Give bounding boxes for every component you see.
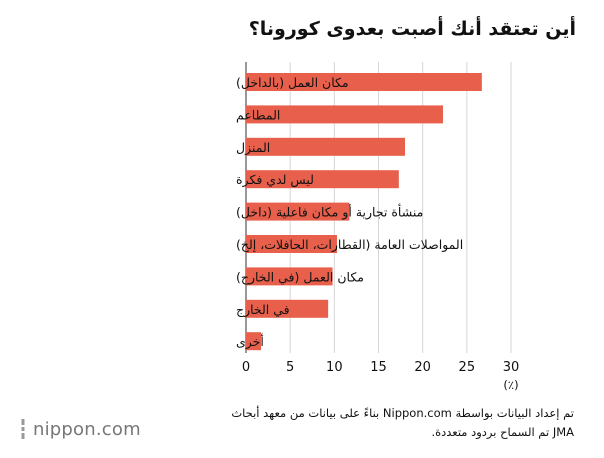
category-label: في الخارج [236,302,290,318]
nippon-logo[interactable]: nippon .com [18,418,141,440]
category-label: المنزل [236,140,270,156]
bar [246,170,399,189]
x-tick-label: 15 [370,360,387,375]
chart-title: أين تعتقد أنك أصبت بعدوى كورونا؟ [248,18,576,40]
bar [246,235,337,253]
category-label: المواصلات العامة (القطارات، الحافلات، إل… [236,237,463,253]
x-tick-label: 0 [242,360,250,375]
category-label: أخرى [236,333,264,350]
bar [246,299,329,318]
bar [246,332,262,351]
bar-chart: 0 5 10 15 20 25 30 (٪) مكان العمل (بالداخل) المطا… [236,62,520,392]
logo-suffix: .com [95,418,141,440]
source-note-line-2: JMA تم السماح بردود متعددة. [431,425,574,439]
category-label: المطاعم [236,107,280,123]
category-label: ليس لدي فكرة [236,172,314,188]
x-tick-label: 10 [326,360,343,375]
x-axis-unit-label: (٪) [503,378,518,392]
x-tick-label: 25 [459,360,476,375]
bar [246,73,482,91]
category-label: منشأة تجارية أو مكان فاعلية (داخل) [236,204,423,221]
bar [246,202,350,221]
bar [246,137,405,156]
logo-text: nippon [33,418,96,440]
x-tick-label: 30 [503,360,520,375]
x-tick-label: 5 [286,360,294,375]
bar [246,267,333,286]
source-note-line-1: تم إعداد البيانات بواسطة Nippon.com بناء… [231,406,574,420]
bar [246,105,443,124]
nippon-logo-icon [21,419,25,439]
source-note: تم إعداد البيانات بواسطة Nippon.com بناء… [154,404,574,442]
x-tick-label: 20 [414,360,431,375]
category-label: مكان العمل (بالداخل) [236,75,349,90]
category-label: مكان العمل (في الخارج) [236,269,364,285]
